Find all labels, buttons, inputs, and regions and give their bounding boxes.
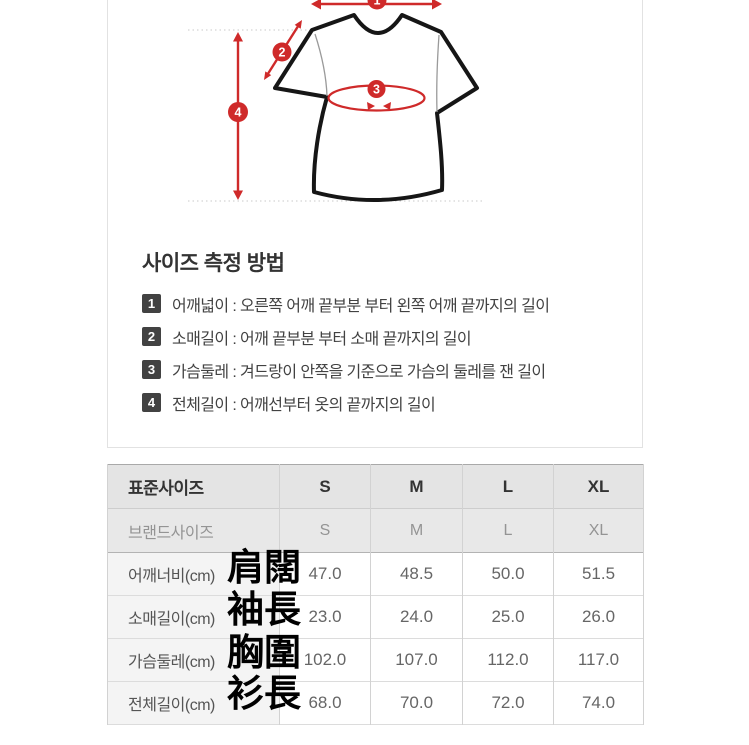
size-col-m: M [370, 464, 463, 509]
guide-item-2-badge: 2 [142, 327, 161, 346]
size-table: 표준사이즈 S M L XL 브랜드사이즈 S M L XL 어깨너비(cm) … [107, 464, 644, 725]
shoulder-width-s: 47.0 [279, 552, 371, 596]
right-sleeve-seam [436, 34, 440, 113]
guide-item-2-text: 소매길이 : 어깨 끝부분 부터 소매 끝까지의 길이 [172, 330, 472, 348]
brand-size-l: L [462, 508, 554, 553]
chest-circumference-label: 가슴둘레(cm) [107, 638, 280, 682]
shoulder-width-row: 어깨너비(cm) 47.0 48.5 50.0 51.5 [107, 552, 644, 596]
standard-size-label: 표준사이즈 [107, 464, 280, 509]
brand-size-label: 브랜드사이즈 [107, 508, 280, 553]
size-col-xl: XL [553, 464, 644, 509]
size-col-s: S [279, 464, 371, 509]
brand-size-m: M [370, 508, 463, 553]
annotation-chest-circumference: 胸圍 [227, 632, 301, 673]
guide-item-4-text: 전체길이 : 어깨선부터 옷의 끝까지의 길이 [172, 396, 436, 414]
chest-circumference-s: 102.0 [279, 638, 371, 682]
sleeve-length-l: 25.0 [462, 595, 554, 639]
annotation-sleeve-length: 袖長 [227, 589, 301, 630]
marker-1-badge [367, 0, 387, 10]
shoulder-width-l: 50.0 [462, 552, 554, 596]
guide-item-shoulder: 1 어깨넓이 : 오른쪽 어깨 끝부분 부터 왼쪽 어깨 끝까지의 길이 [142, 294, 550, 315]
standard-size-row: 표준사이즈 S M L XL [107, 464, 644, 509]
sleeve-length-m: 24.0 [370, 595, 463, 639]
collar-inner-line [356, 18, 400, 34]
marker-2-label: 2 [279, 46, 286, 60]
total-length-m: 70.0 [370, 681, 463, 725]
tshirt-outline [273, 13, 479, 202]
annotation-shirt-length: 衫長 [227, 673, 301, 714]
guide-item-length: 4 전체길이 : 어깨선부터 옷의 끝까지의 길이 [142, 393, 549, 414]
guide-item-1-text: 어깨넓이 : 오른쪽 어깨 끝부분 부터 왼쪽 어깨 끝까지의 길이 [172, 297, 550, 315]
brand-size-xl: XL [553, 508, 644, 553]
total-length-s: 68.0 [279, 681, 371, 725]
sleeve-length-arrow: 2 [264, 20, 302, 80]
chest-circumference-row: 가슴둘레(cm) 102.0 107.0 112.0 117.0 [107, 638, 644, 682]
shoulder-width-arrow: 1 [311, 0, 442, 10]
annotation-shoulder-width: 肩闊 [227, 547, 301, 588]
guide-title: 사이즈 측정 방법 [142, 252, 285, 275]
total-length-xl: 74.0 [553, 681, 644, 725]
sleeve-length-row: 소매길이(cm) 23.0 24.0 25.0 26.0 [107, 595, 644, 639]
guide-item-3-text: 가슴둘레 : 겨드랑이 안쪽을 기준으로 가슴의 둘레를 잰 길이 [172, 363, 546, 381]
total-length-label: 전체길이(cm) [107, 681, 280, 725]
chest-circumference-xl: 117.0 [553, 638, 644, 682]
total-length-arrow: 4 [228, 32, 248, 200]
brand-size-s: S [279, 508, 371, 553]
marker-4-label: 4 [235, 106, 242, 120]
size-col-l: L [462, 464, 554, 509]
guide-item-3-badge: 3 [142, 360, 161, 379]
guide-item-1-badge: 1 [142, 294, 161, 313]
brand-size-row: 브랜드사이즈 S M L XL [107, 508, 644, 553]
marker-3-label: 3 [373, 83, 380, 97]
marker-4-badge [228, 102, 248, 122]
marker-3-badge [367, 80, 386, 98]
measurement-guide-list: 1 어깨넓이 : 오른쪽 어깨 끝부분 부터 왼쪽 어깨 끝까지의 길이 2 소… [142, 294, 550, 426]
chest-circumference-l: 112.0 [462, 638, 554, 682]
tshirt-measurement-diagram: 1 2 3 4 [188, 0, 485, 202]
guide-item-sleeve: 2 소매길이 : 어깨 끝부분 부터 소매 끝까지의 길이 [142, 327, 549, 348]
chest-circumference-m: 107.0 [370, 638, 463, 682]
total-length-row: 전체길이(cm) 68.0 70.0 72.0 74.0 [107, 681, 644, 725]
chest-circumference-ellipse: 3 [327, 80, 426, 112]
sleeve-length-label: 소매길이(cm) [107, 595, 280, 639]
total-length-l: 72.0 [462, 681, 554, 725]
sleeve-length-xl: 26.0 [553, 595, 644, 639]
sleeve-length-s: 23.0 [279, 595, 371, 639]
guide-item-4-badge: 4 [142, 393, 161, 412]
shoulder-width-xl: 51.5 [553, 552, 644, 596]
shoulder-width-m: 48.5 [370, 552, 463, 596]
left-sleeve-seam [314, 33, 328, 97]
marker-1-label: 1 [374, 0, 381, 8]
shoulder-width-label: 어깨너비(cm) [107, 552, 280, 596]
guide-item-chest: 3 가슴둘레 : 겨드랑이 안쪽을 기준으로 가슴의 둘레를 잰 길이 [142, 360, 549, 381]
marker-2-badge [272, 42, 292, 62]
